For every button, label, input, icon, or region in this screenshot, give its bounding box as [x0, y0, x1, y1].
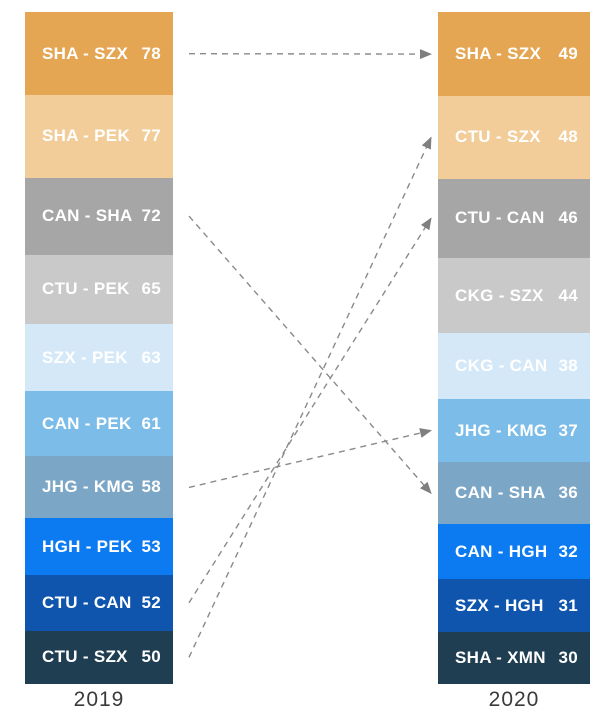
route-value: 36: [558, 483, 578, 503]
route-label: CTU - CAN: [42, 592, 132, 612]
route-value: 50: [141, 647, 161, 667]
route-block: JHG - KMG 58: [25, 456, 173, 519]
route-value: 32: [558, 541, 578, 561]
route-value: 30: [558, 648, 578, 668]
rank-change-arrow: [188, 136, 432, 658]
route-label: SHA - SZX: [42, 43, 129, 63]
route-block: CTU - PEK 65: [25, 254, 173, 324]
route-value: 72: [141, 206, 161, 226]
route-label: CTU - PEK: [42, 279, 130, 299]
route-block: CAN - PEK 61: [25, 391, 173, 457]
route-label: CKG - CAN: [455, 356, 548, 376]
route-block: SHA - PEK 77: [25, 95, 173, 178]
route-block: CTU - CAN 46: [438, 178, 590, 258]
route-value: 44: [558, 285, 578, 305]
route-label: SZX - PEK: [42, 347, 128, 367]
route-label: CTU - SZX: [42, 647, 128, 667]
route-block: JHG - KMG 37: [438, 398, 590, 463]
route-label: SHA - SZX: [455, 44, 542, 64]
route-value: 77: [141, 126, 161, 146]
route-value: 65: [141, 279, 161, 299]
route-block: CAN - SHA 36: [438, 462, 590, 525]
route-value: 46: [558, 208, 578, 228]
route-label: SZX - HGH: [455, 595, 544, 615]
route-block: HGH - PEK 53: [25, 518, 173, 576]
route-label: CAN - PEK: [42, 413, 132, 433]
route-block: SHA - SZX 78: [25, 12, 173, 96]
route-label: CAN - HGH: [455, 541, 548, 561]
route-value: 38: [558, 356, 578, 376]
rank-change-arrow: [188, 428, 432, 489]
rank-change-arrow: [188, 215, 432, 495]
year-label-2019: 2019: [73, 688, 125, 711]
year-label-2020: 2020: [488, 688, 540, 711]
route-label: CKG - SZX: [455, 285, 544, 305]
route-value: 49: [558, 44, 578, 64]
route-value: 63: [141, 347, 161, 367]
route-value: 53: [141, 536, 161, 556]
route-label: CTU - CAN: [455, 208, 545, 228]
route-block: SZX - PEK 63: [25, 323, 173, 392]
route-label: JHG - KMG: [42, 477, 135, 497]
route-block: SHA - XMN 30: [438, 632, 590, 685]
route-value: 58: [141, 477, 161, 497]
route-value: 61: [141, 413, 161, 433]
route-label: CTU - SZX: [455, 127, 541, 147]
route-label: CAN - SHA: [42, 206, 133, 226]
stacked-column-2019: SHA - SZX 78 SHA - PEK 77 CAN - SHA 72 CTU - P…: [25, 12, 173, 685]
route-block: CTU - SZX 50: [25, 630, 173, 685]
route-block: CTU - CAN 52: [25, 575, 173, 631]
route-block: SHA - SZX 49: [438, 12, 590, 97]
route-block: CAN - HGH 32: [438, 524, 590, 580]
rank-change-arrow: [188, 217, 432, 604]
route-block: CKG - SZX 44: [438, 257, 590, 334]
route-label: SHA - PEK: [42, 126, 131, 146]
stacked-column-2020: SHA - SZX 49 CTU - SZX 48 CTU - CAN 46 CKG - S…: [438, 12, 590, 685]
route-value: 48: [558, 127, 578, 147]
route-block: CKG - CAN 38: [438, 333, 590, 399]
route-label: CAN - SHA: [455, 483, 546, 503]
route-block: CTU - SZX 48: [438, 96, 590, 179]
route-value: 37: [558, 420, 578, 440]
route-value: 31: [558, 595, 578, 615]
route-value: 78: [141, 43, 161, 63]
route-label: SHA - XMN: [455, 648, 546, 668]
route-block: SZX - HGH 31: [438, 579, 590, 633]
route-label: HGH - PEK: [42, 536, 133, 556]
route-block: CAN - SHA 72: [25, 177, 173, 255]
route-value: 52: [141, 592, 161, 612]
route-label: JHG - KMG: [455, 420, 548, 440]
